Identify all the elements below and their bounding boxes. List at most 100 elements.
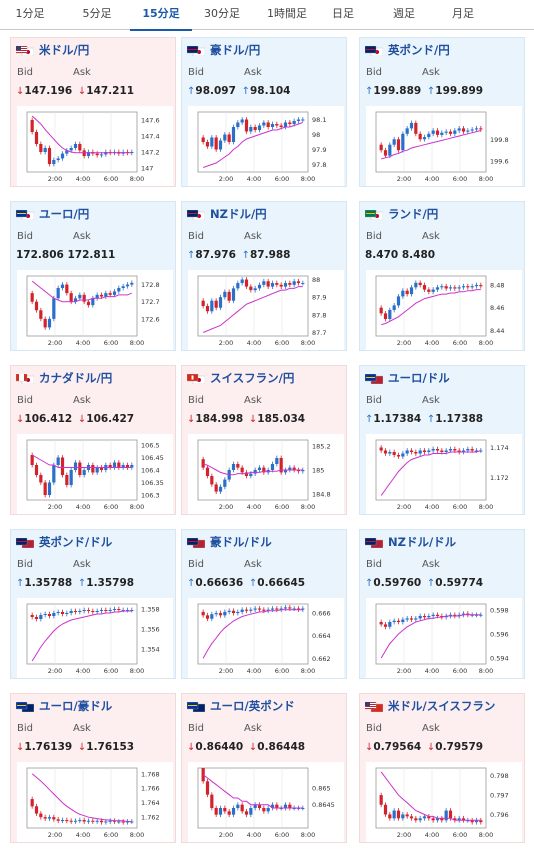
candle-body xyxy=(418,282,422,286)
currency-card[interactable]: NZドル/ドル Bid Ask ↑0.59760 ↑0.59774 0.598 0.596… xyxy=(359,529,525,679)
pair-name-link[interactable]: NZドル/円 xyxy=(210,207,267,221)
currency-card[interactable]: ランド/円 Bid Ask 8.470 8.480 8.48 8.46 8.44 2:00 4:… xyxy=(359,201,525,351)
candle-body xyxy=(270,608,275,610)
tab-1[interactable]: 1分足 xyxy=(15,7,45,20)
arrow-up-icon: ↑ xyxy=(426,414,436,425)
candle-body xyxy=(461,818,466,821)
tab-6[interactable]: 日足 xyxy=(332,7,354,20)
candle-body xyxy=(205,467,210,476)
currency-card[interactable]: 米ドル/スイスフラン Bid Ask ↓0.79564 ↓0.79579 0.798 0.… xyxy=(359,693,525,843)
candle-body xyxy=(218,808,223,815)
currency-card[interactable]: スイスフラン/円 Bid Ask ↓184.998 ↓185.034 185.2 185 1… xyxy=(181,365,347,515)
candle-body xyxy=(270,283,275,287)
arrow-up-icon: ↑ xyxy=(426,86,436,97)
currency-card[interactable]: 豪ドル/円 Bid Ask ↑98.097 ↑98.104 98.1 98 97.9 97.8… xyxy=(181,37,347,187)
moving-average-line xyxy=(31,115,132,154)
x-tick-label: 4:00 xyxy=(425,503,440,511)
bid-label: Bid xyxy=(366,723,382,734)
bid-label: Bid xyxy=(366,231,382,242)
candle-body xyxy=(448,287,453,289)
tab-7[interactable]: 週足 xyxy=(393,7,415,20)
pair-name-link[interactable]: ユーロ/英ポンド xyxy=(210,699,295,713)
candle-body xyxy=(78,462,82,475)
pair-name-link[interactable]: 英ポンド/ドル xyxy=(39,535,113,549)
candle-body xyxy=(470,449,474,451)
candle-body xyxy=(210,614,214,619)
candle-body xyxy=(401,453,405,457)
currency-card[interactable]: NZドル/円 Bid Ask ↑87.976 ↑87.988 88 87.9 87.8 87.… xyxy=(181,201,347,351)
candle-body xyxy=(240,804,244,812)
candle-body xyxy=(214,808,218,815)
candle-body xyxy=(427,816,431,819)
candle-body xyxy=(396,810,401,819)
x-tick-label: 2:00 xyxy=(219,175,234,183)
candle-body xyxy=(275,458,279,464)
bid-label: Bid xyxy=(188,395,204,406)
candle-body xyxy=(435,449,440,451)
candle-body xyxy=(253,804,257,808)
tab-5[interactable]: 1時間足 xyxy=(267,7,307,20)
candle-body xyxy=(292,121,296,124)
pair-name-link[interactable]: スイスフラン/円 xyxy=(210,371,295,385)
candle-body xyxy=(257,467,262,470)
tab-2[interactable]: 5分足 xyxy=(82,7,112,20)
currency-card[interactable]: ユーロ/ドル Bid Ask ↑1.17384 ↑1.17388 1.174 1.172 2… xyxy=(359,365,525,515)
candle-body xyxy=(39,144,43,152)
candle-body xyxy=(125,284,130,287)
currency-card[interactable]: ユーロ/円 Bid Ask 172.806 172.811 172.8 172.7 172.… xyxy=(10,201,176,351)
arrow-up-icon: ↑ xyxy=(365,578,374,589)
arrow-up-icon: ↑ xyxy=(426,578,436,589)
arrow-down-icon: ↓ xyxy=(187,742,196,753)
currency-card[interactable]: 英ポンド/ドル Bid Ask ↑1.35788 ↑1.35798 1.358 1.356… xyxy=(10,529,176,679)
currency-card[interactable]: 豪ドル/ドル Bid Ask ↑0.66636 ↑0.66645 0.666 0.664 0… xyxy=(181,529,347,679)
currency-card[interactable]: カナダドル/円 Bid Ask ↓106.412 ↓106.427 106.5 106.4… xyxy=(10,365,176,515)
y-tick-label: 172.6 xyxy=(141,315,160,323)
candle-body xyxy=(388,144,392,156)
candle-body xyxy=(69,148,73,151)
candle-body xyxy=(409,618,414,620)
candle-body xyxy=(244,472,249,476)
pair-name-link[interactable]: ユーロ/ドル xyxy=(388,371,450,385)
candle-body xyxy=(130,821,134,823)
pair-name-link[interactable]: ユーロ/豪ドル xyxy=(39,699,113,713)
pair-name-link[interactable]: ランド/円 xyxy=(388,207,439,221)
y-tick-label: 1.354 xyxy=(141,646,160,654)
pair-name-link[interactable]: 米ドル/スイスフラン xyxy=(388,699,496,713)
candle-body xyxy=(431,130,435,134)
candle-body xyxy=(418,133,422,140)
pair-name-link[interactable]: 米ドル/円 xyxy=(39,43,90,57)
bid-value: 98.097 xyxy=(195,85,236,97)
tab-4[interactable]: 30分足 xyxy=(204,7,240,20)
currency-card[interactable]: ユーロ/英ポンド Bid Ask ↓0.86440 ↓0.86448 0.865 0.86… xyxy=(181,693,347,843)
candle-body xyxy=(392,620,396,622)
arrow-up-icon: ↑ xyxy=(187,86,196,97)
candle-body xyxy=(279,125,283,127)
pair-name-link[interactable]: 英ポンド/円 xyxy=(388,43,450,57)
price-chart: 98.1 98 97.9 97.8 2:00 4:00 6:00 8:00 xyxy=(188,106,344,186)
y-tick-label: 8.46 xyxy=(490,304,504,312)
moving-average-line xyxy=(381,289,481,326)
candle-body xyxy=(34,132,39,144)
candle-body xyxy=(275,804,279,808)
bid-label: Bid xyxy=(188,559,204,570)
pair-name-link[interactable]: ユーロ/円 xyxy=(39,207,90,221)
candle-body xyxy=(379,795,383,805)
candle-body xyxy=(279,608,283,610)
tab-3[interactable]: 15分足 xyxy=(130,0,192,31)
candle-body xyxy=(457,818,461,821)
tab-8[interactable]: 月足 xyxy=(452,7,474,20)
candle-body xyxy=(257,608,262,610)
candle-body xyxy=(453,130,457,134)
arrow-down-icon: ↓ xyxy=(426,742,436,753)
pair-name-link[interactable]: 豪ドル/ドル xyxy=(210,535,272,549)
pair-name-link[interactable]: カナダドル/円 xyxy=(39,371,113,385)
pair-name-link[interactable]: 豪ドル/円 xyxy=(210,43,261,57)
candle-body xyxy=(91,611,95,612)
pair-name-link[interactable]: NZドル/ドル xyxy=(388,535,457,549)
candle-body xyxy=(47,614,52,616)
candle-body xyxy=(223,611,227,616)
currency-card[interactable]: 英ポンド/円 Bid Ask ↑199.889 ↑199.899 199.8 199.6 2… xyxy=(359,37,525,187)
currency-card[interactable]: ユーロ/豪ドル Bid Ask ↓1.76139 ↓1.76153 1.768 1.766… xyxy=(10,693,176,843)
currency-card[interactable]: 米ドル/円 Bid Ask ↓147.196 ↓147.211 147.6 147.4 14… xyxy=(10,37,176,187)
candle-body xyxy=(73,611,78,612)
